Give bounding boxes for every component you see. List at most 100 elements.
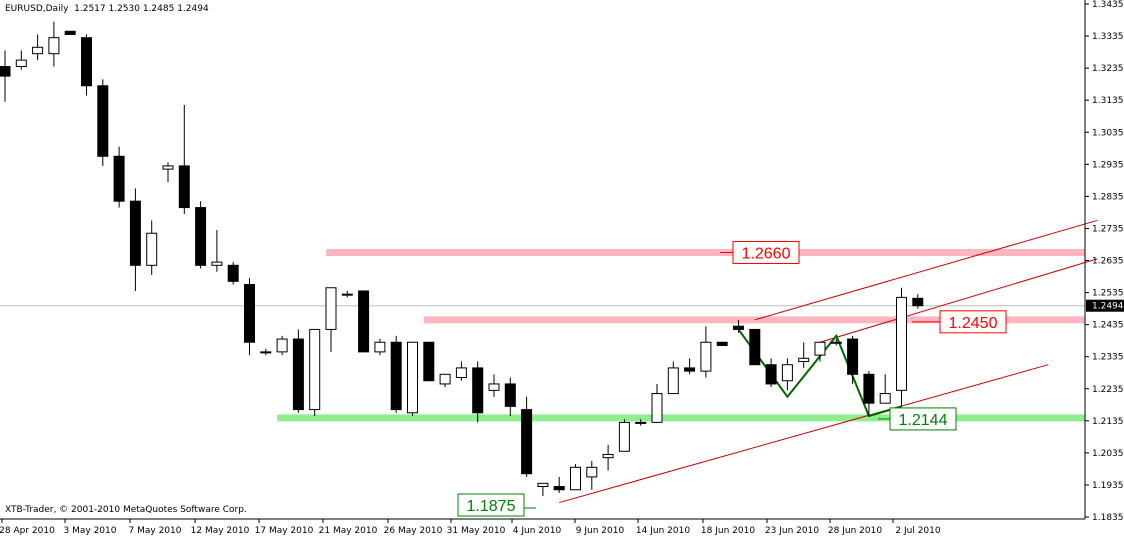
label-1-1875-box bbox=[457, 493, 525, 517]
candle-body bbox=[407, 341, 418, 414]
y-tick-label: 1.2835 bbox=[1092, 192, 1124, 202]
candle bbox=[798, 342, 810, 368]
candle bbox=[178, 104, 190, 215]
candle bbox=[733, 319, 744, 333]
candle bbox=[635, 419, 647, 426]
candle bbox=[260, 348, 272, 356]
candle bbox=[472, 361, 484, 423]
candle-body bbox=[863, 373, 875, 404]
candle-body bbox=[15, 59, 27, 68]
x-tick-label: 21 May 2010 bbox=[319, 526, 378, 536]
y-tick-label: 1.2035 bbox=[1092, 449, 1124, 459]
y-tick-label: 1.3235 bbox=[1092, 64, 1124, 74]
candle-body bbox=[700, 341, 712, 372]
candle bbox=[912, 294, 924, 309]
candle-body bbox=[749, 328, 761, 366]
y-tick-label: 1.1835 bbox=[1092, 513, 1124, 523]
candle-body bbox=[488, 383, 500, 391]
ohlc-values: 1.2517 1.2530 1.2485 1.2494 bbox=[74, 4, 209, 14]
candle bbox=[602, 444, 614, 471]
candle bbox=[341, 290, 353, 298]
candle-body bbox=[504, 383, 516, 407]
candle-body bbox=[667, 367, 679, 395]
candle-body bbox=[602, 453, 614, 459]
label-1-1875-text: 1.1875 bbox=[467, 498, 516, 515]
y-tick-label: 1.1935 bbox=[1092, 481, 1124, 491]
candle-body bbox=[129, 200, 141, 266]
candle bbox=[97, 79, 109, 166]
last-price-badge bbox=[1086, 299, 1124, 312]
label-1-2144: 1.2144 bbox=[889, 407, 957, 431]
candle bbox=[195, 201, 207, 269]
candle-body bbox=[912, 297, 924, 307]
label-1-2660: 1.2660 bbox=[732, 240, 800, 264]
candle bbox=[896, 287, 907, 407]
candle bbox=[537, 482, 549, 497]
candle bbox=[423, 341, 435, 382]
candle bbox=[0, 50, 11, 102]
y-tick-label: 1.2235 bbox=[1092, 385, 1124, 395]
candle-body bbox=[521, 409, 533, 475]
level-labels: 1.2660 1.2450 1.2144 1.1875 bbox=[457, 240, 1007, 517]
candle-body bbox=[798, 357, 810, 362]
candle-body bbox=[227, 264, 239, 282]
candle bbox=[113, 146, 125, 208]
candle-body bbox=[455, 367, 467, 379]
candle-body bbox=[618, 421, 630, 452]
candle-body bbox=[325, 287, 337, 330]
candle-body bbox=[0, 66, 11, 77]
candle-body bbox=[113, 155, 125, 202]
candle bbox=[455, 361, 467, 381]
candle-body bbox=[358, 290, 370, 353]
last-price-label: 1.2494 bbox=[1092, 302, 1124, 312]
label-1-2660-text: 1.2660 bbox=[742, 245, 791, 262]
candle bbox=[48, 21, 60, 67]
x-tick-label: 23 Jun 2010 bbox=[765, 526, 819, 536]
candle bbox=[847, 335, 859, 384]
candle bbox=[374, 339, 386, 356]
candle bbox=[325, 287, 337, 352]
candle-body bbox=[276, 338, 288, 353]
candle bbox=[863, 371, 875, 417]
candle bbox=[358, 290, 370, 353]
candle bbox=[879, 374, 891, 404]
candle bbox=[781, 358, 793, 391]
candle bbox=[15, 50, 27, 70]
candle bbox=[129, 188, 141, 291]
candle bbox=[64, 30, 76, 35]
candle bbox=[716, 341, 728, 346]
candle bbox=[439, 373, 451, 388]
candle-body bbox=[244, 284, 255, 343]
y-tick-label: 1.3035 bbox=[1092, 128, 1124, 138]
candle-body bbox=[390, 341, 402, 411]
candle bbox=[830, 339, 842, 346]
channel-lower bbox=[559, 364, 1049, 504]
candle-body bbox=[733, 325, 744, 330]
candle bbox=[700, 326, 712, 378]
x-tick-label: 3 May 2010 bbox=[64, 526, 117, 536]
candle bbox=[407, 341, 418, 417]
candle-body bbox=[97, 85, 109, 157]
candle-body bbox=[586, 466, 598, 478]
candle bbox=[651, 383, 663, 423]
label-1-2450-text: 1.2450 bbox=[949, 315, 998, 332]
candle-body bbox=[472, 367, 484, 414]
candle-body bbox=[292, 338, 304, 411]
candle-body bbox=[32, 46, 44, 55]
candle bbox=[32, 34, 44, 61]
candle-body bbox=[635, 421, 647, 424]
candle-body bbox=[537, 482, 549, 488]
candle-body bbox=[684, 367, 696, 372]
candle-body bbox=[896, 296, 907, 391]
candle bbox=[292, 329, 304, 413]
candle-body bbox=[781, 364, 793, 382]
x-tick-label: 2 Jul 2010 bbox=[895, 526, 940, 536]
x-tick-label: 28 Jun 2010 bbox=[828, 526, 882, 536]
candle bbox=[244, 278, 255, 356]
x-tick-label: 28 Apr 2010 bbox=[0, 526, 55, 536]
candle-body bbox=[830, 341, 842, 344]
candle bbox=[749, 328, 761, 366]
y-tick-label: 1.2435 bbox=[1092, 321, 1124, 331]
candle bbox=[488, 374, 500, 397]
candle-body bbox=[439, 373, 451, 385]
